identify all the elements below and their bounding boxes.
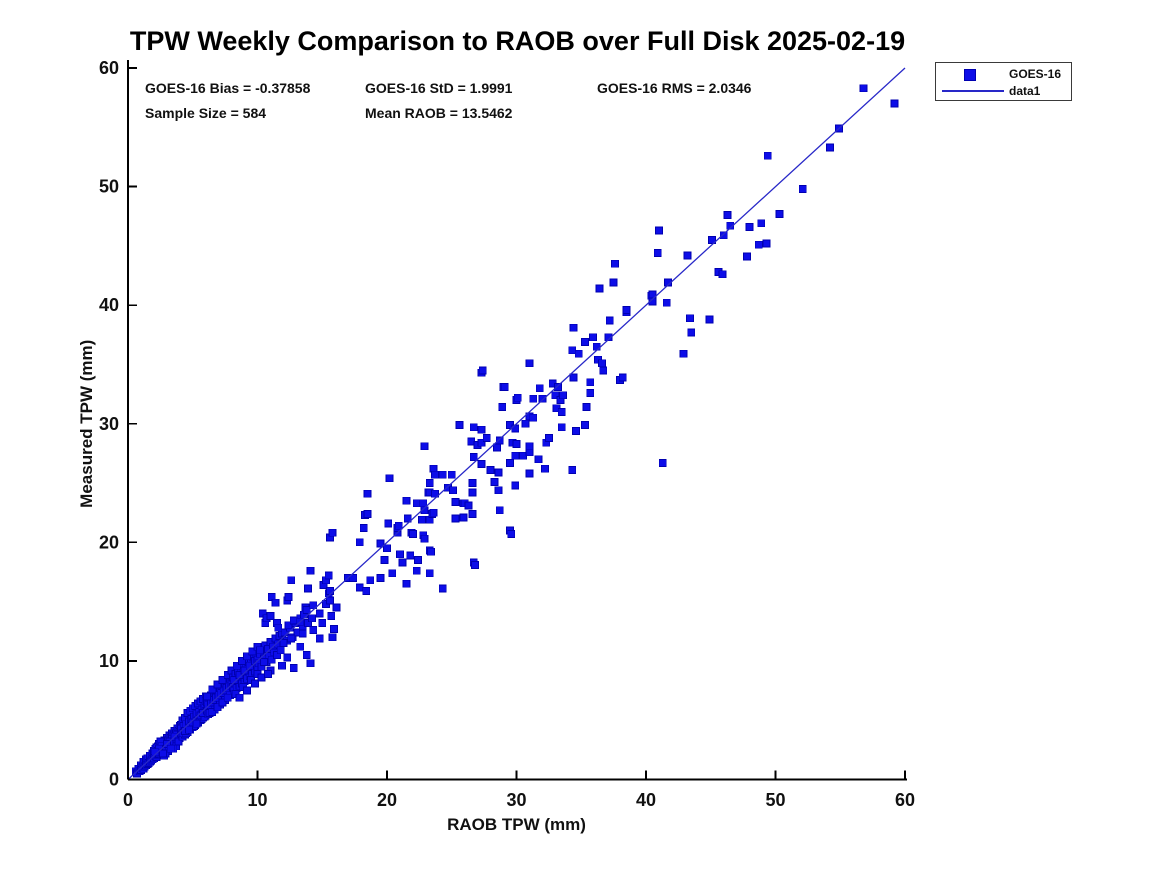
- svg-text:30: 30: [506, 790, 526, 810]
- identity-line: [127, 67, 906, 780]
- stat-std: GOES-16 StD = 1.9991: [365, 80, 513, 96]
- y-axis-label: Measured TPW (mm): [77, 340, 96, 508]
- svg-text:10: 10: [99, 651, 119, 671]
- svg-text:0: 0: [109, 770, 119, 790]
- chart-title: TPW Weekly Comparison to RAOB over Full …: [129, 26, 906, 56]
- legend-marker-icon: [964, 69, 976, 81]
- stat-mean-raob: Mean RAOB = 13.5462: [365, 105, 513, 121]
- svg-text:50: 50: [99, 177, 119, 197]
- svg-text:40: 40: [636, 790, 656, 810]
- tick-marks: [127, 67, 906, 781]
- x-tick-labels: 0 10 20 30 40 50 60: [123, 790, 915, 810]
- legend-label-goes16: GOES-16: [1009, 67, 1062, 81]
- legend-line-icon: [942, 90, 1004, 92]
- svg-text:30: 30: [99, 414, 119, 434]
- stat-sample-size: Sample Size = 584: [145, 105, 267, 121]
- stat-bias: GOES-16 Bias = -0.37858: [145, 80, 311, 96]
- svg-text:60: 60: [99, 58, 119, 78]
- legend: GOES-16 data1: [935, 62, 1072, 101]
- scatter-points: [131, 84, 899, 778]
- svg-text:20: 20: [377, 790, 397, 810]
- stat-rms: GOES-16 RMS = 2.0346: [597, 80, 752, 96]
- legend-entry-data1: data1: [936, 82, 1071, 100]
- legend-label-data1: data1: [1009, 84, 1041, 98]
- y-tick-labels: 0 10 20 30 40 50 60: [99, 58, 119, 790]
- svg-text:60: 60: [895, 790, 915, 810]
- svg-text:50: 50: [765, 790, 785, 810]
- svg-text:10: 10: [247, 790, 267, 810]
- x-axis-label: RAOB TPW (mm): [447, 815, 586, 834]
- legend-entry-goes16: GOES-16: [936, 65, 1071, 83]
- svg-text:40: 40: [99, 295, 119, 315]
- svg-text:20: 20: [99, 532, 119, 552]
- svg-text:0: 0: [123, 790, 133, 810]
